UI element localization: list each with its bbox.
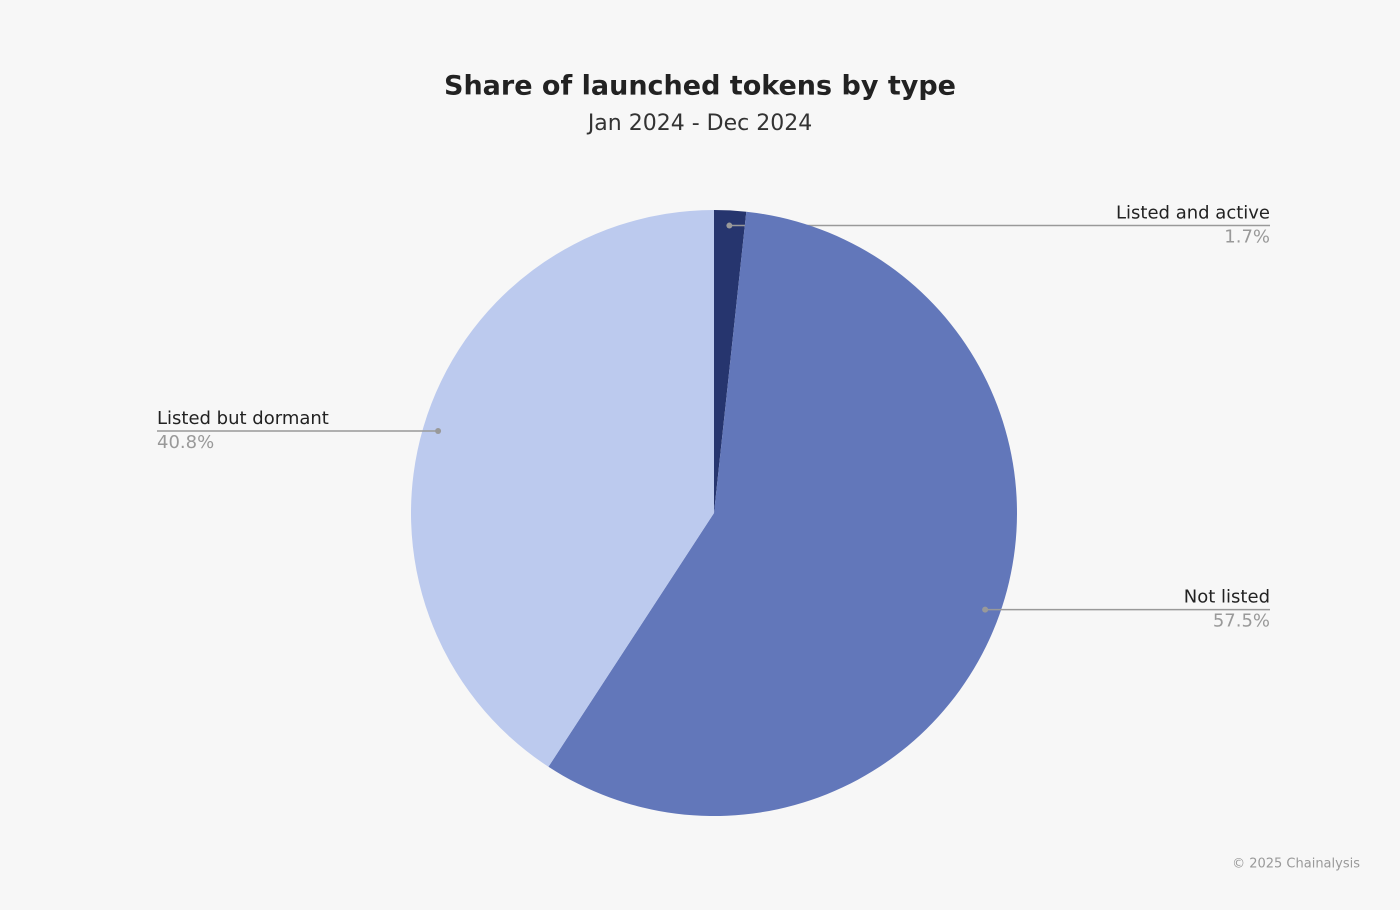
chart-subtitle: Jan 2024 - Dec 2024 xyxy=(586,111,812,136)
pie-slice xyxy=(548,211,1018,817)
slice-value-label: 40.8% xyxy=(157,432,214,453)
pie-slice xyxy=(714,210,747,513)
callout-dot xyxy=(982,606,989,613)
slice-label: Listed but dormant xyxy=(157,408,329,429)
pie-slice xyxy=(410,209,714,767)
source-note: © 2025 Chainalysis xyxy=(1232,857,1360,872)
slice-label: Listed and active xyxy=(1116,203,1270,224)
chart-title: Share of launched tokens by type xyxy=(444,71,956,102)
slice-value-label: 57.5% xyxy=(1213,611,1270,632)
slice-label: Not listed xyxy=(1184,587,1270,608)
callout-dot xyxy=(726,222,733,229)
callout-dot xyxy=(435,427,442,434)
slice-value-label: 1.7% xyxy=(1224,227,1270,248)
